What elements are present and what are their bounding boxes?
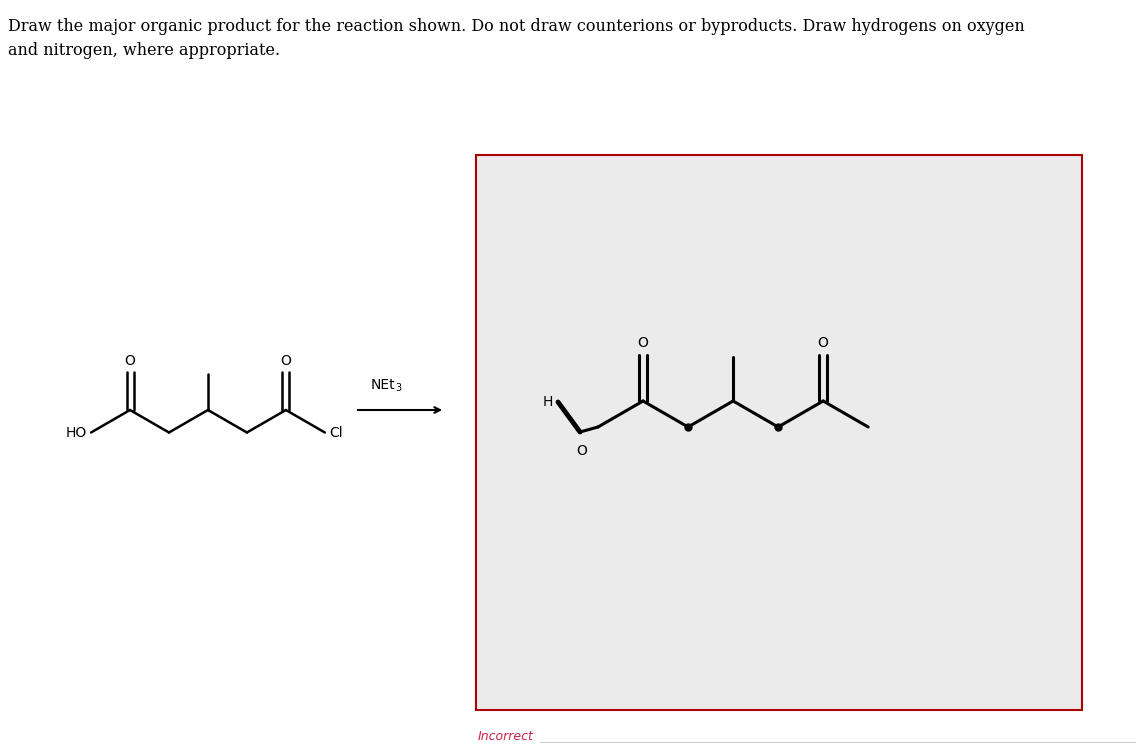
- Text: 3: 3: [395, 383, 401, 393]
- Text: Cl: Cl: [329, 425, 342, 440]
- Text: H: H: [543, 395, 553, 409]
- Text: O: O: [125, 354, 135, 367]
- Bar: [476, 155, 1082, 710]
- Text: O: O: [281, 354, 291, 367]
- Text: O: O: [818, 337, 829, 350]
- Text: Incorrect: Incorrect: [477, 730, 534, 743]
- Text: Draw the major organic product for the reaction shown. Do not draw counterions o: Draw the major organic product for the r…: [8, 18, 1025, 35]
- Text: NEt: NEt: [370, 378, 395, 392]
- Text: and nitrogen, where appropriate.: and nitrogen, where appropriate.: [8, 42, 281, 59]
- Text: HO: HO: [65, 425, 87, 440]
- Text: O: O: [638, 337, 648, 350]
- Text: O: O: [577, 444, 587, 458]
